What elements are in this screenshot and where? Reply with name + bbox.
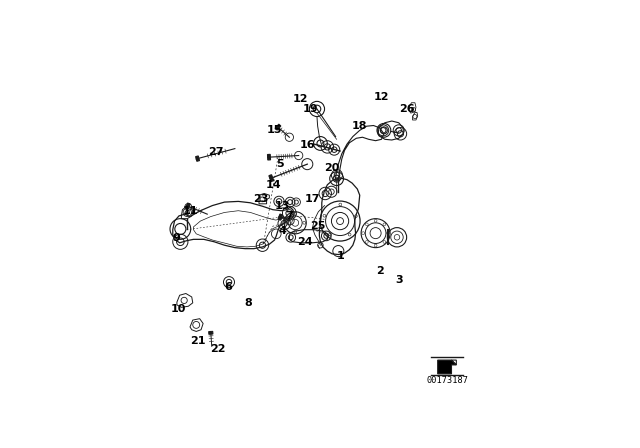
- Text: 21: 21: [190, 336, 205, 346]
- Text: 10: 10: [170, 304, 186, 314]
- Polygon shape: [186, 203, 190, 209]
- Text: 23: 23: [253, 194, 268, 204]
- Text: 12: 12: [292, 94, 308, 103]
- Text: 15: 15: [267, 125, 282, 135]
- Text: 5: 5: [276, 159, 284, 169]
- Text: 27: 27: [208, 147, 223, 157]
- Text: 7: 7: [285, 211, 293, 221]
- Text: 9: 9: [172, 233, 180, 243]
- Text: 24: 24: [297, 237, 312, 247]
- Text: 13: 13: [275, 201, 290, 211]
- Text: 8: 8: [244, 298, 252, 308]
- Text: 6: 6: [224, 282, 232, 292]
- Text: 26: 26: [399, 104, 415, 114]
- Polygon shape: [275, 124, 281, 130]
- Polygon shape: [196, 156, 200, 161]
- Polygon shape: [438, 360, 456, 374]
- Text: 20: 20: [324, 163, 339, 172]
- Text: 17: 17: [305, 194, 320, 204]
- Text: 18: 18: [351, 121, 367, 131]
- Text: 25: 25: [310, 221, 325, 231]
- Text: 1: 1: [336, 250, 344, 261]
- Text: 2: 2: [376, 266, 383, 276]
- Text: 12: 12: [374, 91, 390, 102]
- Text: 4: 4: [278, 226, 287, 237]
- Text: 19: 19: [303, 104, 319, 114]
- Polygon shape: [269, 175, 274, 181]
- Text: 14: 14: [266, 180, 282, 190]
- Text: 22: 22: [210, 344, 225, 354]
- Text: 3: 3: [395, 275, 403, 285]
- Polygon shape: [268, 155, 271, 160]
- Text: 00173187: 00173187: [426, 376, 468, 385]
- Text: 11: 11: [182, 206, 198, 216]
- Polygon shape: [209, 332, 213, 334]
- Text: 16: 16: [300, 140, 315, 150]
- Polygon shape: [278, 214, 283, 220]
